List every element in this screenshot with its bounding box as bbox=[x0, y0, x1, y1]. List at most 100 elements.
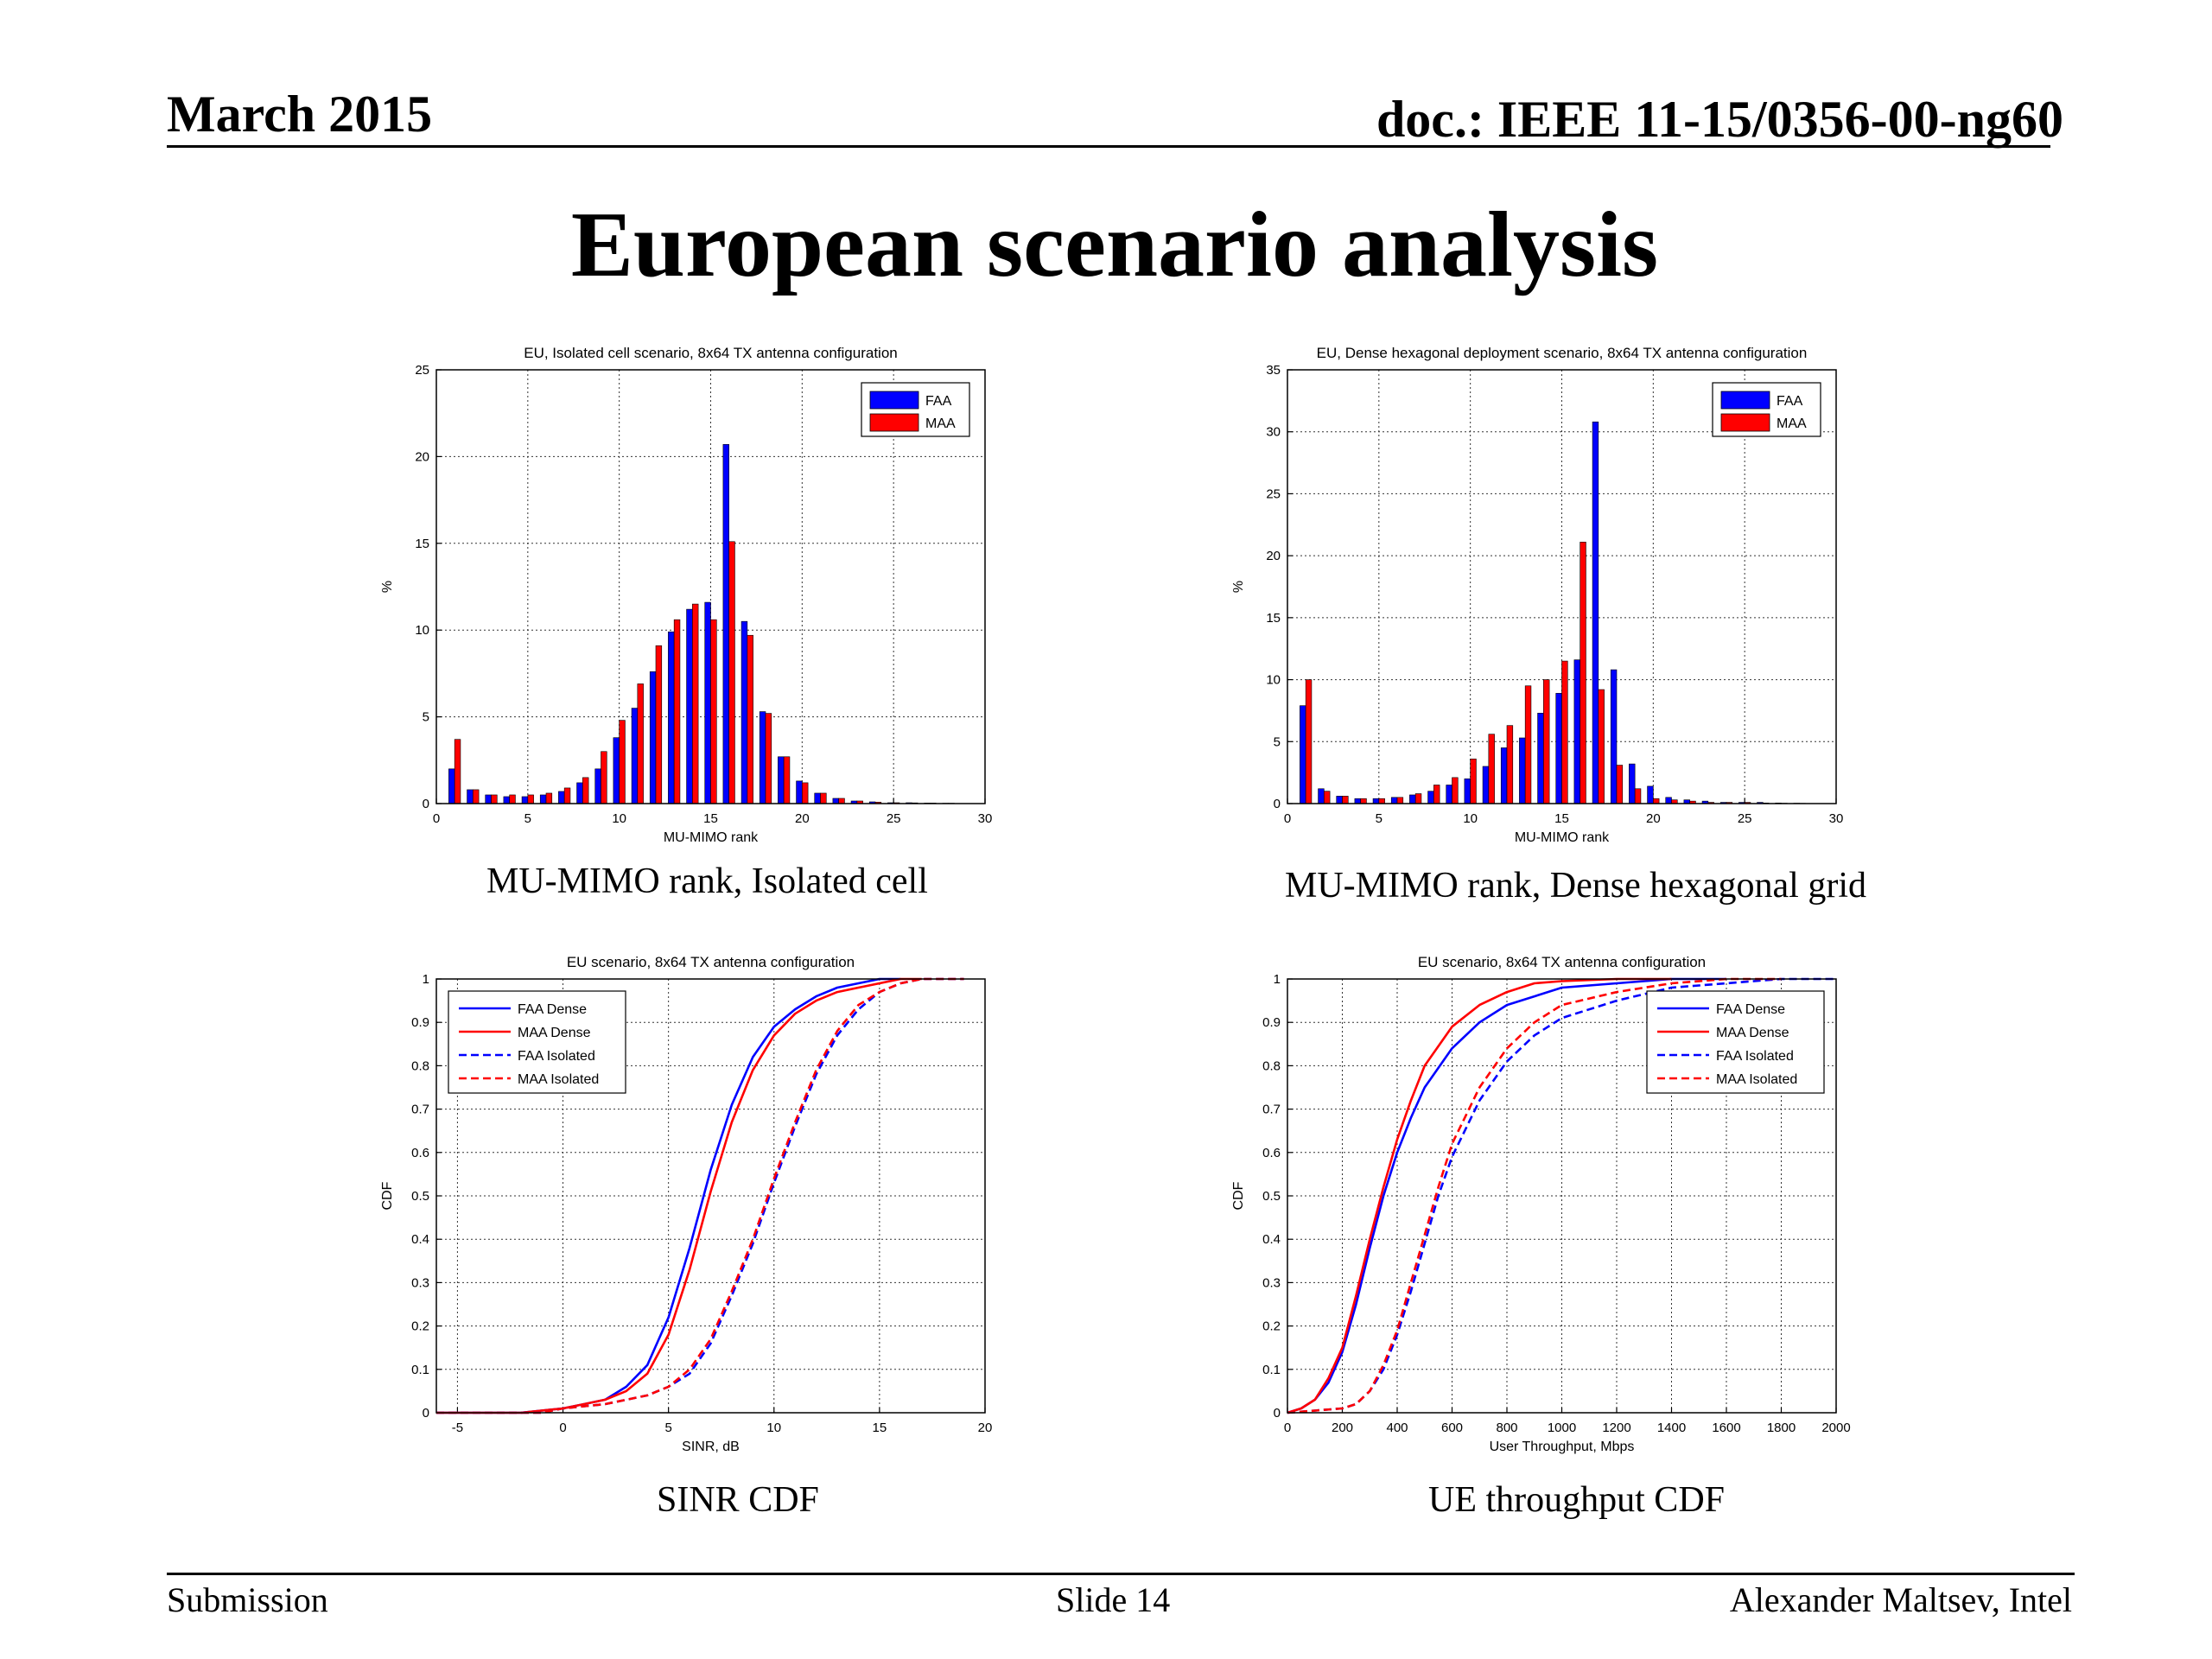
y-tick-label: 0.9 bbox=[411, 1015, 429, 1030]
bar-faa bbox=[1354, 798, 1361, 804]
x-tick-label: 1600 bbox=[1712, 1421, 1740, 1435]
series-line-maa-isolated bbox=[1287, 977, 1782, 1414]
bar-faa bbox=[741, 620, 748, 804]
bar-faa bbox=[1629, 763, 1636, 804]
bar-maa bbox=[1433, 785, 1440, 804]
bar-faa bbox=[1555, 693, 1562, 804]
bar-faa bbox=[778, 756, 785, 804]
series-line-maa-dense bbox=[436, 977, 922, 1414]
bar-maa bbox=[1452, 777, 1459, 804]
y-tick-label: 0.1 bbox=[1262, 1363, 1281, 1377]
bar-faa bbox=[814, 792, 821, 804]
x-tick-label: 30 bbox=[978, 811, 993, 826]
y-tick-label: 25 bbox=[1266, 486, 1281, 501]
bar-maa bbox=[820, 792, 827, 804]
y-tick-label: 0.3 bbox=[1262, 1275, 1281, 1290]
y-tick-label: 0 bbox=[1274, 797, 1281, 811]
bar-maa bbox=[1360, 798, 1367, 804]
bar-faa bbox=[1372, 798, 1380, 804]
bar-faa bbox=[1409, 794, 1416, 804]
legend-swatch-maa bbox=[869, 413, 919, 432]
bar-maa bbox=[838, 798, 845, 804]
x-tick-label: 15 bbox=[873, 1421, 887, 1435]
legend-swatch-faa bbox=[1720, 391, 1770, 410]
bar-maa bbox=[601, 751, 607, 804]
y-tick-label: 20 bbox=[1266, 549, 1281, 563]
y-tick-label: 30 bbox=[1266, 425, 1281, 440]
bar-faa bbox=[1592, 421, 1599, 804]
y-tick-label: 0.9 bbox=[1262, 1015, 1281, 1030]
bar-faa bbox=[1665, 797, 1672, 804]
y-tick-label: 10 bbox=[1266, 673, 1281, 688]
y-tick-label: 0.1 bbox=[411, 1363, 429, 1377]
x-tick-label: 15 bbox=[1554, 811, 1569, 826]
chart-sinr-cdf: -5 0 5 10 15 20 0 0.1 0.2 0.3 0.4 0.5 0.6 0.7 0.8 0.9 1 E… bbox=[380, 954, 992, 1454]
bar-faa bbox=[668, 631, 675, 804]
slide-title: European scenario analysis bbox=[570, 194, 1659, 296]
x-tick-label: 20 bbox=[795, 811, 810, 826]
chart-title: EU scenario, 8x64 TX antenna configurati… bbox=[567, 954, 855, 970]
y-tick-label: 0 bbox=[423, 797, 429, 811]
x-tick-label: 1200 bbox=[1602, 1421, 1630, 1435]
y-axis-label: % bbox=[380, 581, 395, 593]
x-tick-label: 2000 bbox=[1821, 1421, 1850, 1435]
plot-frame bbox=[1287, 978, 1837, 1414]
bar-faa bbox=[722, 444, 729, 804]
bar-faa bbox=[594, 768, 601, 804]
plot-frame bbox=[435, 369, 986, 804]
y-tick-label: 35 bbox=[1266, 363, 1281, 378]
bar-maa bbox=[1506, 725, 1514, 804]
bar-maa bbox=[710, 619, 717, 804]
chart-throughput-cdf: 0 200 400 600 800 1000 1200 1400 1600 1800 2000 0 0.… bbox=[1231, 954, 1851, 1454]
bar-maa bbox=[582, 777, 589, 804]
y-tick-label: 0.2 bbox=[411, 1319, 429, 1334]
bar-maa bbox=[1342, 796, 1349, 804]
plot-frame bbox=[435, 978, 986, 1414]
bar-faa bbox=[1390, 797, 1398, 804]
bar-faa bbox=[1537, 712, 1544, 804]
bar-maa bbox=[1324, 791, 1331, 804]
x-tick-label: 1000 bbox=[1548, 1421, 1576, 1435]
bar-maa bbox=[765, 713, 772, 804]
bar-maa bbox=[637, 683, 644, 804]
bar-faa bbox=[1647, 785, 1654, 804]
legend-label-maa-isolated: MAA Isolated bbox=[518, 1072, 599, 1087]
x-tick-label: 5 bbox=[664, 1421, 671, 1435]
y-tick-label: 0.6 bbox=[411, 1146, 429, 1160]
y-tick-label: 10 bbox=[415, 623, 429, 638]
caption-sinr-cdf: SINR CDF bbox=[657, 1480, 819, 1520]
bar-maa bbox=[728, 541, 735, 804]
y-tick-label: 0.5 bbox=[411, 1189, 429, 1204]
bar-faa bbox=[1464, 779, 1471, 804]
x-tick-label: -5 bbox=[452, 1421, 463, 1435]
bar-maa bbox=[1616, 765, 1624, 804]
bar-faa bbox=[1610, 669, 1618, 804]
bar-maa bbox=[802, 782, 809, 804]
bar-faa bbox=[467, 789, 474, 804]
legend-label-faa: FAA bbox=[925, 394, 952, 409]
bar-faa bbox=[521, 796, 529, 804]
header-doc-id: doc.: IEEE 11-15/0356-00-ng60 bbox=[1376, 91, 2063, 148]
x-axis-label: MU-MIMO rank bbox=[1515, 830, 1610, 845]
x-tick-label: 0 bbox=[433, 811, 440, 826]
series-line-faa-dense bbox=[1287, 977, 1726, 1414]
bar-faa bbox=[686, 608, 693, 804]
bar-faa bbox=[613, 737, 620, 804]
bar-faa bbox=[1519, 737, 1526, 804]
bar-faa bbox=[704, 601, 711, 804]
bar-faa bbox=[1482, 766, 1490, 804]
bar-maa bbox=[1561, 660, 1568, 804]
x-tick-label: 600 bbox=[1441, 1421, 1463, 1435]
footer-submission: Submission bbox=[167, 1580, 328, 1619]
bar-maa bbox=[673, 619, 681, 804]
bar-maa bbox=[1580, 542, 1586, 804]
y-tick-label: 0.4 bbox=[411, 1232, 429, 1247]
x-tick-label: 10 bbox=[1463, 811, 1478, 826]
legend-swatch-maa bbox=[1720, 413, 1770, 432]
x-tick-label: 0 bbox=[1284, 811, 1291, 826]
series-line-maa-isolated bbox=[436, 977, 964, 1414]
caption-throughput-cdf: UE throughput CDF bbox=[1428, 1480, 1726, 1520]
bar-maa bbox=[1470, 759, 1477, 804]
footer-author: Alexander Maltsev, Intel bbox=[1729, 1580, 2072, 1619]
x-tick-label: 15 bbox=[703, 811, 718, 826]
